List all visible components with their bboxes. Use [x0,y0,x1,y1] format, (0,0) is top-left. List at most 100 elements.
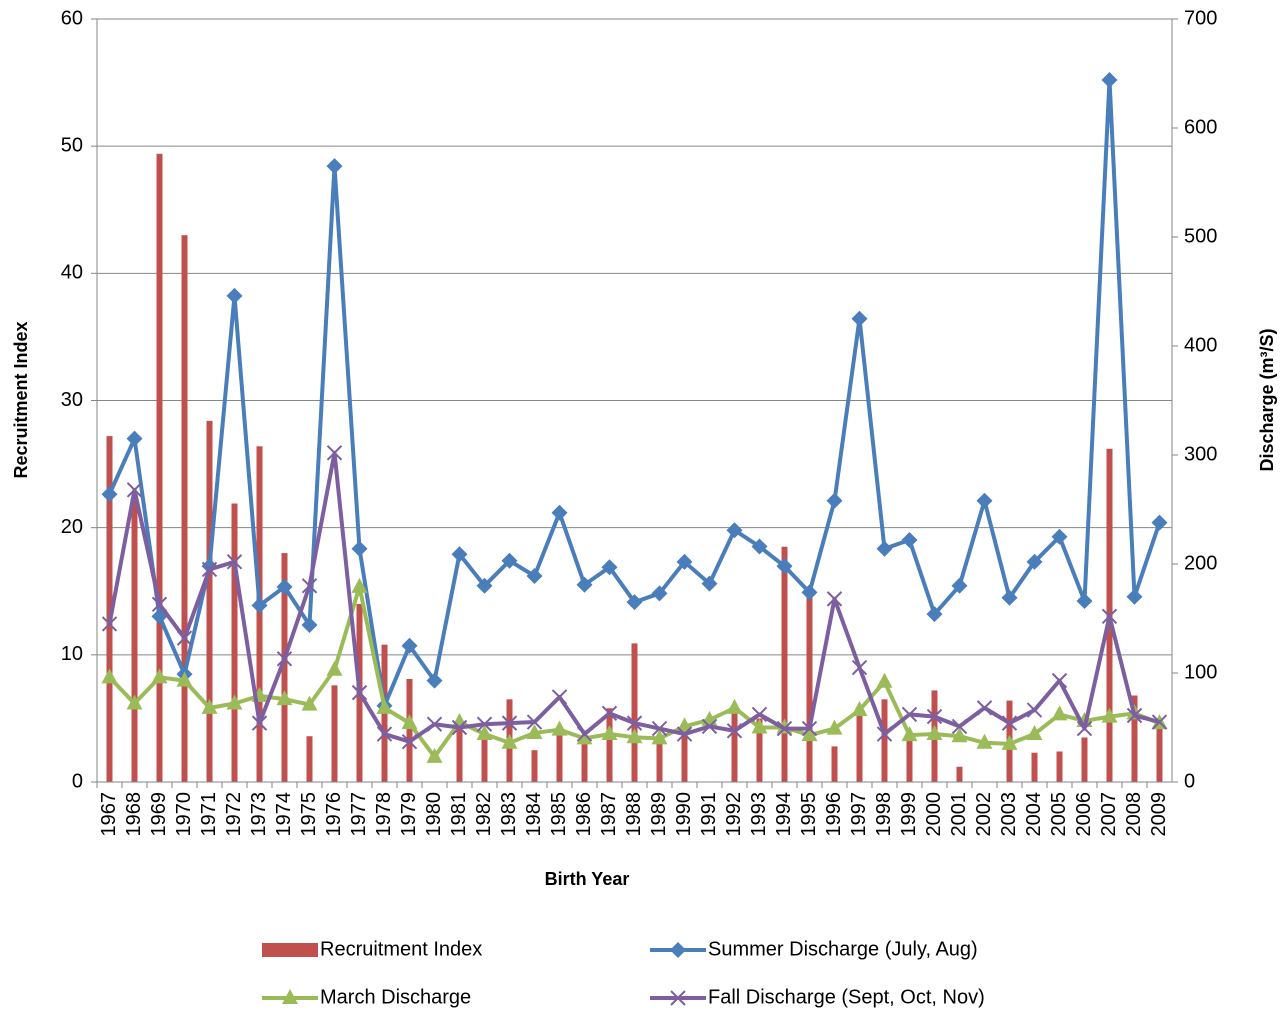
point [651,585,668,602]
x-tick-label: 1971 [198,792,220,837]
point [476,716,493,732]
bar [656,743,663,782]
point [801,720,818,737]
point [726,522,743,539]
y2-tick-label: 700 [1184,7,1217,29]
point [501,552,518,569]
point [851,659,868,676]
bar [881,699,888,782]
point [826,719,843,735]
point [276,578,293,595]
x-tick-label: 1991 [698,792,720,837]
bar [181,235,188,782]
point [676,553,693,570]
point [401,637,418,654]
point [601,559,618,576]
y2-tick-label: 0 [1184,770,1195,792]
y-tick-label: 10 [61,643,83,665]
point [626,728,643,744]
x-tick-label: 2002 [973,792,995,837]
bar [481,732,488,782]
x-tick-label: 1995 [798,792,820,837]
bar [131,495,138,782]
y2-tick-label: 300 [1184,443,1217,465]
point [126,482,143,498]
point [201,698,218,714]
x-tick-label: 2003 [998,792,1020,837]
legend-label: Summer Discharge (July, Aug) [708,938,978,960]
point [201,561,218,578]
point [251,597,268,614]
point [751,706,768,723]
point [576,729,593,745]
point [501,733,518,749]
y2-tick-label: 600 [1184,116,1217,138]
point [176,671,193,687]
x-tick-label: 1990 [673,792,695,837]
point [301,695,318,711]
point [626,715,643,731]
x-tick-label: 2008 [1123,792,1145,837]
point [926,708,943,725]
legend-marker [670,942,686,958]
y2-tick-label: 400 [1184,334,1217,356]
point [351,540,368,557]
point [276,651,293,667]
point [351,684,368,701]
point [801,726,818,742]
point [526,567,543,584]
x-tick-label: 1977 [348,792,370,837]
x-tick-label: 1974 [273,792,295,837]
point [751,718,768,734]
point [951,718,968,735]
bar [556,731,563,782]
bar [456,720,463,782]
bar [331,685,338,782]
point [976,492,993,509]
y2-tick-label: 200 [1184,552,1217,574]
point [301,578,318,594]
legend-marker [670,990,686,1006]
bar [1081,737,1088,782]
x-tick-label: 1983 [498,792,520,837]
legend-swatch [262,943,318,957]
point [801,584,818,601]
x-tick-label: 1979 [398,792,420,837]
point [551,720,568,736]
point [551,504,568,521]
y-tick-label: 0 [72,770,83,792]
x-tick-label: 1993 [748,792,770,837]
point [651,729,668,745]
point [226,554,243,570]
x-tick-label: 1999 [898,792,920,837]
point [301,617,318,634]
point [1051,672,1068,689]
x-tick-label: 2005 [1048,792,1070,837]
bar [256,446,263,782]
bar [406,678,413,782]
bar [1156,728,1163,782]
point [751,538,768,555]
point [976,733,993,749]
point [426,716,443,732]
bar [806,591,813,782]
x-tick-label: 1969 [148,792,170,837]
point [151,596,168,613]
bar [606,708,613,782]
point [951,727,968,743]
point [501,715,518,731]
point [826,492,843,509]
x-tick-label: 1980 [423,792,445,837]
point [151,668,168,684]
point [401,733,418,750]
x-axis-label: Birth Year [545,869,630,889]
bar [856,712,863,782]
point [526,714,543,730]
point [451,719,468,736]
x-tick-label: 2000 [923,792,945,837]
point [426,672,443,689]
point [126,694,143,710]
point [1101,608,1118,625]
point [1001,589,1018,606]
bar [281,553,288,782]
